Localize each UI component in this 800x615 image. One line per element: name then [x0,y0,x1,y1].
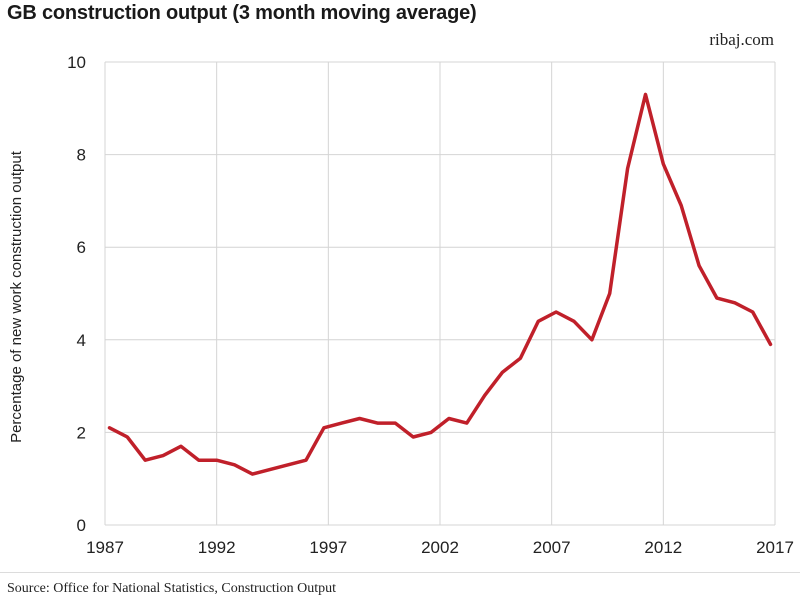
x-tick-label: 2007 [533,538,571,557]
y-tick-label: 2 [77,423,86,442]
x-tick-label: 1997 [309,538,347,557]
x-axis-ticks: 1987 1992 1997 2002 2007 2012 2017 [86,538,794,557]
source-note: Source: Office for National Statistics, … [7,581,337,596]
y-axis-label: Percentage of new work construction outp… [8,150,25,443]
x-tick-label: 2012 [644,538,682,557]
x-tick-label: 2002 [421,538,459,557]
series-line [107,92,773,476]
gridlines [104,61,776,526]
chart-title: GB construction output (3 month moving a… [7,2,477,24]
y-tick-label: 8 [77,146,86,165]
y-axis-ticks: 0 2 4 6 8 10 [67,53,86,535]
x-tick-label: 1992 [198,538,236,557]
brand-label: ribaj.com [709,30,774,49]
y-tick-label: 10 [67,53,86,72]
x-tick-label: 2017 [756,538,794,557]
y-tick-label: 0 [77,516,86,535]
y-tick-label: 6 [77,238,86,257]
x-tick-label: 1987 [86,538,124,557]
y-tick-label: 4 [77,331,86,350]
footer-divider [0,572,800,573]
